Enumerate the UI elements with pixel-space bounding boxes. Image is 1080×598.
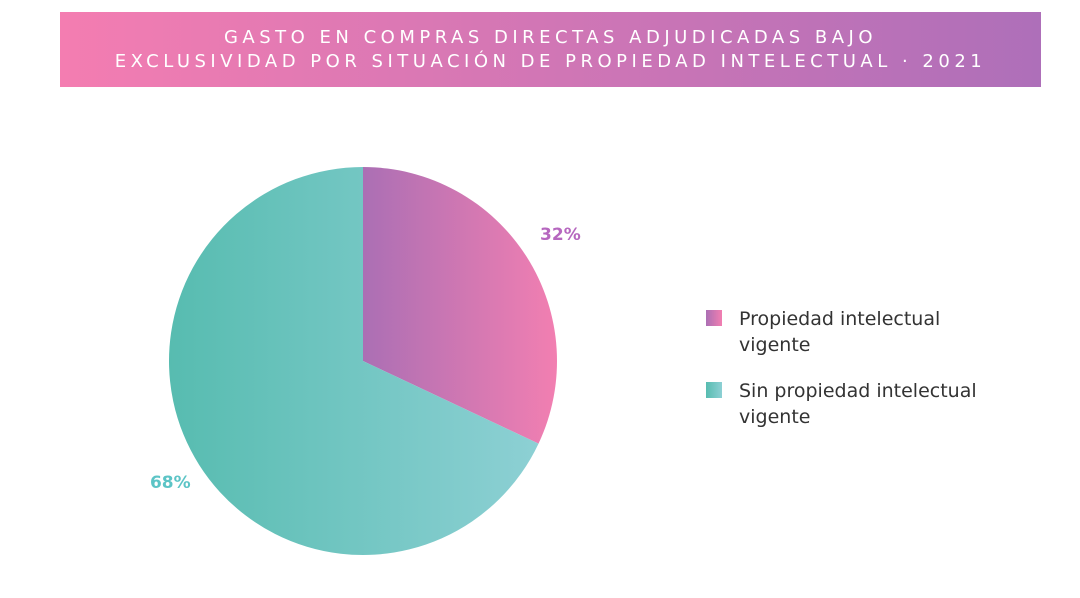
pie-slice-propiedad xyxy=(363,167,557,444)
legend-swatch-propiedad xyxy=(706,310,722,326)
legend-label-sin-propiedad: Sin propiedad intelectual vigente xyxy=(739,380,977,428)
slice-label-propiedad: 32% xyxy=(540,225,581,246)
legend-item-propiedad: Propiedad intelectual vigente xyxy=(706,306,1006,358)
legend-item-sin-propiedad: Sin propiedad intelectual vigente xyxy=(706,378,1006,430)
legend-swatch-sin-propiedad xyxy=(706,382,722,398)
title-line-1: GASTO EN COMPRAS DIRECTAS ADJUDICADAS BA… xyxy=(223,26,878,48)
pie-slice-sin-propiedad xyxy=(168,167,539,555)
title-line-2: EXCLUSIVIDAD POR SITUACIÓN DE PROPIEDAD … xyxy=(114,50,987,72)
pie-slices xyxy=(168,167,557,555)
slice-label-sin-propiedad: 68% xyxy=(149,472,191,493)
legend: Propiedad intelectual vigente Sin propie… xyxy=(706,306,1006,450)
title-banner: GASTO EN COMPRAS DIRECTAS ADJUDICADAS BA… xyxy=(60,12,1041,87)
legend-label-propiedad: Propiedad intelectual vigente xyxy=(739,308,941,356)
